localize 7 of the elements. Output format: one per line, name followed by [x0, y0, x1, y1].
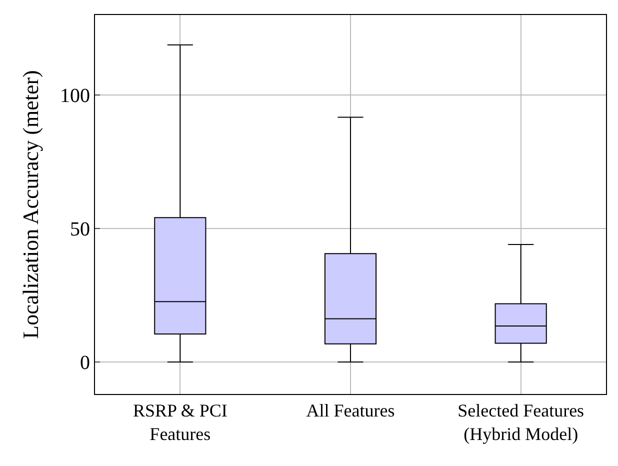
x-tick-label: All Features: [306, 400, 395, 421]
x-tick-label: Selected Features (Hybrid Model): [458, 400, 584, 444]
y-tick-label: 50: [70, 218, 90, 241]
y-tick-label: 100: [60, 85, 90, 108]
x-tick-label: RSRP & PCI Features: [132, 400, 228, 444]
y-axis-title: Localization Accuracy (meter): [18, 70, 43, 339]
y-tick-label: 0: [80, 352, 90, 374]
